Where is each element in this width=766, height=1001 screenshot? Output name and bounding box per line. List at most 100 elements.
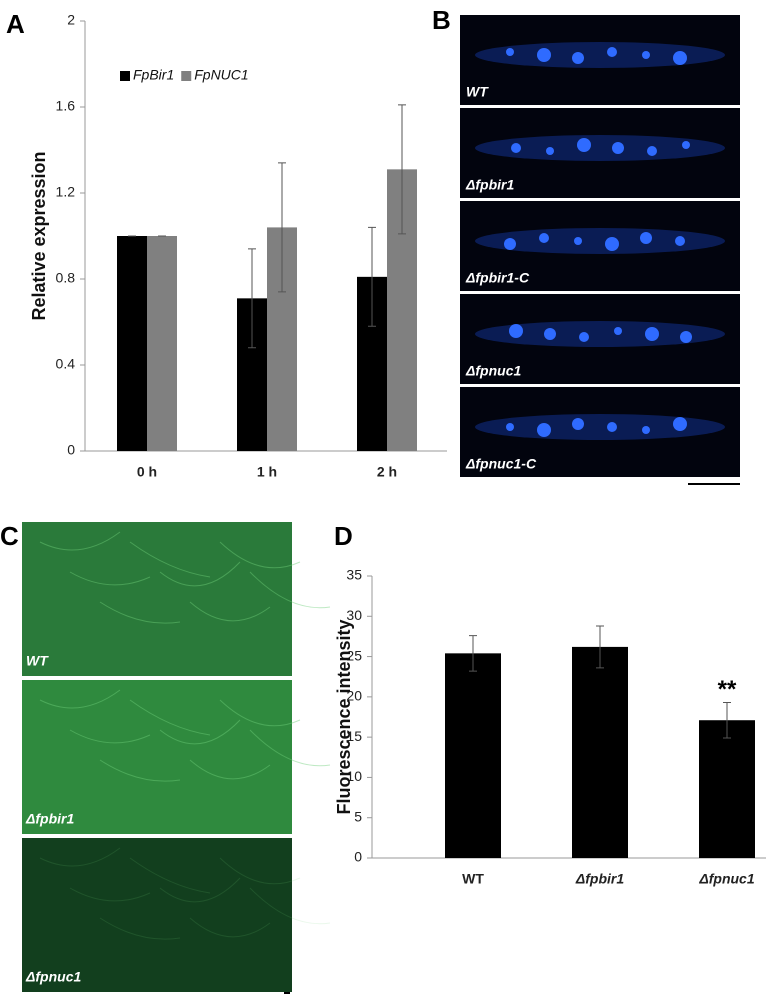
nucleus [504, 238, 516, 250]
annotation: ** [718, 676, 737, 703]
x-tick-label: 1 h [257, 464, 277, 480]
y-tick-label: 30 [346, 607, 362, 623]
hypha [69, 887, 151, 902]
nucleus [577, 138, 591, 152]
nucleus [572, 52, 584, 64]
nucleus [675, 236, 685, 246]
bar [445, 653, 501, 858]
y-tick-label: 1.6 [56, 98, 76, 114]
y-axis-title: Relative expression [29, 151, 49, 320]
hypha [159, 877, 241, 903]
hypha [159, 719, 241, 745]
hypha [69, 729, 151, 744]
image-label: Δfpbir1 [25, 811, 75, 827]
legend-label: FpNUC1 [194, 67, 248, 83]
legend-swatch [181, 71, 192, 81]
hypha [189, 917, 271, 938]
y-tick-label: 5 [354, 808, 362, 824]
nucleus [642, 51, 650, 59]
y-tick-label: 20 [346, 688, 362, 704]
hypha [159, 561, 241, 587]
nucleus [612, 142, 624, 154]
y-tick-label: 0 [67, 442, 75, 458]
nucleus [640, 232, 652, 244]
y-tick-label: 25 [346, 647, 362, 663]
nucleus [572, 418, 584, 430]
x-tick-label: 2 h [377, 464, 397, 480]
image-label: Δfpbir1-C [465, 270, 530, 286]
hypha [189, 759, 271, 780]
hypha [249, 571, 331, 609]
nucleus [539, 233, 549, 243]
x-tick-label: WT [462, 871, 484, 887]
hypha [39, 689, 121, 709]
legend-swatch [120, 71, 130, 81]
x-tick-label: Δfpbir1 [575, 871, 625, 887]
nucleus [614, 327, 622, 335]
image-label: Δfpbir1 [465, 177, 515, 193]
cell [475, 42, 725, 68]
y-tick-label: 15 [346, 728, 362, 744]
micrograph [22, 838, 292, 992]
x-tick-label: Δfpnuc1 [698, 871, 755, 887]
y-tick-label: 2 [67, 12, 75, 28]
micrograph [22, 680, 292, 834]
hypha [99, 601, 181, 624]
y-tick-label: 0.4 [56, 356, 76, 372]
hypha [249, 729, 331, 767]
cell [475, 321, 725, 347]
bar [699, 720, 755, 858]
cell [475, 414, 725, 440]
error-bar [723, 701, 731, 739]
y-tick-label: 35 [346, 567, 362, 583]
panel-label: A [6, 9, 25, 39]
nucleus [579, 332, 589, 342]
error-bar [469, 635, 477, 672]
hypha [99, 759, 181, 782]
hypha [129, 541, 211, 578]
nucleus [642, 426, 650, 434]
hypha [249, 887, 331, 925]
nucleus [673, 51, 687, 65]
error-bar [248, 248, 256, 349]
bar [147, 236, 177, 451]
image-label: Δfpnuc1 [465, 363, 522, 379]
nucleus [607, 47, 617, 57]
hypha [219, 857, 301, 885]
nucleus [506, 48, 514, 56]
error-bar [368, 226, 376, 327]
error-bar [596, 625, 604, 669]
hypha [189, 601, 271, 622]
panel-label: C [0, 521, 19, 551]
error-bar [278, 162, 286, 293]
nucleus [680, 331, 692, 343]
nucleus [537, 423, 551, 437]
hypha [39, 847, 121, 867]
image-label: WT [466, 84, 489, 100]
cell [475, 228, 725, 254]
bar [117, 236, 147, 451]
hypha [219, 541, 301, 569]
nucleus [511, 143, 521, 153]
nucleus [607, 422, 617, 432]
nucleus [645, 327, 659, 341]
y-tick-label: 10 [346, 768, 362, 784]
nucleus [682, 141, 690, 149]
nucleus [506, 423, 514, 431]
y-tick-label: 1.2 [56, 184, 76, 200]
error-bar [398, 104, 406, 235]
micrograph [22, 522, 292, 676]
image-label: Δfpnuc1 [25, 969, 82, 985]
y-tick-label: 0 [354, 849, 362, 865]
hypha [39, 531, 121, 551]
hypha [219, 699, 301, 727]
nucleus [574, 237, 582, 245]
image-label: Δfpnuc1-C [465, 456, 537, 472]
y-tick-label: 0.8 [56, 270, 76, 286]
cell [475, 135, 725, 161]
bar [572, 646, 628, 858]
y-axis-title: Fluorescence intensity [334, 619, 354, 814]
panel-label: B [432, 5, 451, 35]
nucleus [537, 48, 551, 62]
